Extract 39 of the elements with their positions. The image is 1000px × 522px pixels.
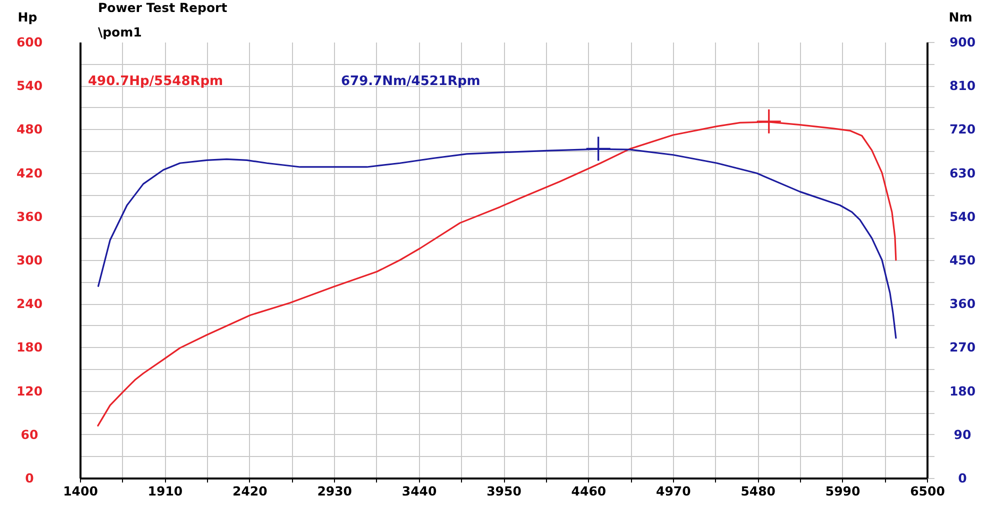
x-tick-label: 2930 xyxy=(317,484,352,498)
y-axis-title: Hp xyxy=(18,10,38,24)
x-tick-label: 5480 xyxy=(740,484,776,498)
y-tick-label: 300 xyxy=(16,252,43,268)
y2-tick-label: 810 xyxy=(949,78,976,94)
y-tick-label: 600 xyxy=(16,34,43,50)
y2-tick-label: 450 xyxy=(949,252,976,268)
y-tick-label: 420 xyxy=(16,165,43,180)
y2-tick-label: 270 xyxy=(949,340,976,355)
x-tick-label: 1400 xyxy=(63,484,98,498)
x-tick-label: 3440 xyxy=(402,484,437,498)
y-tick-label: 360 xyxy=(16,208,43,224)
y-tick-label: 480 xyxy=(16,122,43,137)
x-tick-label: 4970 xyxy=(656,484,692,498)
y2-tick-label: 720 xyxy=(949,122,976,137)
annotation: 679.7Nm/4521Rpm xyxy=(341,74,480,89)
x-tick-label: 4460 xyxy=(571,484,606,498)
y2-tick-label: 90 xyxy=(954,426,972,442)
chart-title: Power Test Report xyxy=(98,0,228,15)
x-tick-label: 6500 xyxy=(910,484,946,498)
y2-tick-label: 180 xyxy=(949,383,976,398)
chart-subtitle: \pom1 xyxy=(98,24,142,40)
x-tick-label: 3950 xyxy=(486,484,522,498)
x-tick-label: 2420 xyxy=(232,484,268,498)
y-tick-label: 180 xyxy=(16,340,43,355)
x-tick-label: 5990 xyxy=(825,484,860,498)
x-tick-label: 1910 xyxy=(148,484,183,498)
y-tick-label: 60 xyxy=(20,426,38,442)
y2-tick-label: 540 xyxy=(949,208,976,224)
y2-tick-label: 900 xyxy=(949,34,976,50)
y2-tick-label: 630 xyxy=(949,165,976,180)
y2-tick-label: 360 xyxy=(949,296,976,312)
annotation: 490.7Hp/5548Rpm xyxy=(88,74,224,89)
y2-axis-title: Nm xyxy=(948,10,972,24)
y-tick-label: 540 xyxy=(16,78,43,94)
y2-tick-label: 0 xyxy=(958,470,968,486)
y-tick-label: 120 xyxy=(16,383,43,398)
y-tick-label: 0 xyxy=(25,470,34,486)
y-tick-label: 240 xyxy=(16,296,43,312)
